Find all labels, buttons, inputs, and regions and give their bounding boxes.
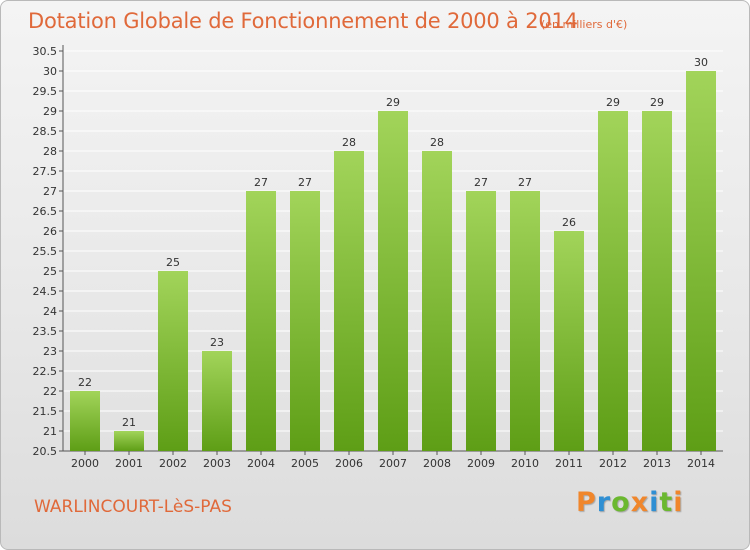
x-tick-label: 2000	[71, 457, 99, 470]
bar-value-label: 30	[694, 56, 708, 69]
bar-value-label: 26	[562, 216, 576, 229]
y-tick-label: 22.5	[33, 365, 58, 378]
x-tick-label: 2008	[423, 457, 451, 470]
logo-letter: i	[649, 487, 660, 518]
y-tick-label: 24	[43, 305, 57, 318]
logo-letter: t	[659, 487, 674, 518]
y-tick-label: 30.5	[33, 45, 58, 58]
x-tick-label: 2011	[555, 457, 583, 470]
bar	[598, 111, 628, 451]
y-tick-label: 21.5	[33, 405, 58, 418]
bar-value-label: 29	[650, 96, 664, 109]
bar	[422, 151, 452, 451]
bar-value-label: 28	[430, 136, 444, 149]
bar-value-label: 22	[78, 376, 92, 389]
bar	[158, 271, 188, 451]
logo-letter: P	[576, 487, 597, 518]
bar-value-label: 28	[342, 136, 356, 149]
bar-value-label: 27	[474, 176, 488, 189]
bar	[554, 231, 584, 451]
y-tick-label: 23	[43, 345, 57, 358]
x-tick-label: 2001	[115, 457, 143, 470]
y-tick-label: 29.5	[33, 85, 58, 98]
y-tick-label: 25	[43, 265, 57, 278]
y-tick-label: 27	[43, 185, 57, 198]
bar	[686, 71, 716, 451]
y-tick-label: 28.5	[33, 125, 58, 138]
x-tick-label: 2002	[159, 457, 187, 470]
proxiti-logo: Proxiti	[576, 487, 684, 518]
y-tick-label: 24.5	[33, 285, 58, 298]
logo-letter: r	[596, 487, 612, 518]
y-tick-label: 27.5	[33, 165, 58, 178]
bar-value-label: 29	[606, 96, 620, 109]
x-tick-label: 2005	[291, 457, 319, 470]
logo-letter: i	[673, 487, 684, 518]
bar	[70, 391, 100, 451]
bar-value-label: 27	[298, 176, 312, 189]
y-tick-label: 29	[43, 105, 57, 118]
bar	[642, 111, 672, 451]
y-tick-label: 30	[43, 65, 57, 78]
bar	[114, 431, 144, 451]
y-tick-label: 21	[43, 425, 57, 438]
y-tick-label: 25.5	[33, 245, 58, 258]
x-tick-label: 2007	[379, 457, 407, 470]
x-tick-label: 2009	[467, 457, 495, 470]
x-tick-label: 2014	[687, 457, 715, 470]
bar	[378, 111, 408, 451]
bar-value-label: 29	[386, 96, 400, 109]
logo-letter: x	[630, 487, 650, 518]
x-tick-label: 2004	[247, 457, 275, 470]
bar-value-label: 23	[210, 336, 224, 349]
x-tick-label: 2010	[511, 457, 539, 470]
bar-value-label: 25	[166, 256, 180, 269]
bar	[290, 191, 320, 451]
bars	[70, 71, 716, 451]
y-tick-label: 26.5	[33, 205, 58, 218]
bar	[246, 191, 276, 451]
logo-letter: o	[611, 487, 631, 518]
bar	[334, 151, 364, 451]
bar	[202, 351, 232, 451]
bar	[466, 191, 496, 451]
y-tick-label: 20.5	[33, 445, 58, 458]
chart-subtitle: (en milliers d'€)	[541, 18, 628, 31]
commune-name: WARLINCOURT-LèS-PAS	[34, 497, 232, 517]
x-tick-label: 2013	[643, 457, 671, 470]
x-tick-label: 2003	[203, 457, 231, 470]
y-tick-label: 23.5	[33, 325, 58, 338]
chart-title: Dotation Globale de Fonctionnement de 20…	[28, 9, 578, 33]
x-tick-label: 2006	[335, 457, 363, 470]
x-tick-label: 2012	[599, 457, 627, 470]
bar-value-label: 27	[518, 176, 532, 189]
y-tick-label: 22	[43, 385, 57, 398]
bar-value-label: 21	[122, 416, 136, 429]
bar	[510, 191, 540, 451]
bar-value-label: 27	[254, 176, 268, 189]
y-tick-label: 26	[43, 225, 57, 238]
y-tick-label: 28	[43, 145, 57, 158]
labels: 20.5 21 21.5 22 22.5 23 23.5 24 24.5 25 25.5 26 26.5…	[33, 45, 716, 470]
